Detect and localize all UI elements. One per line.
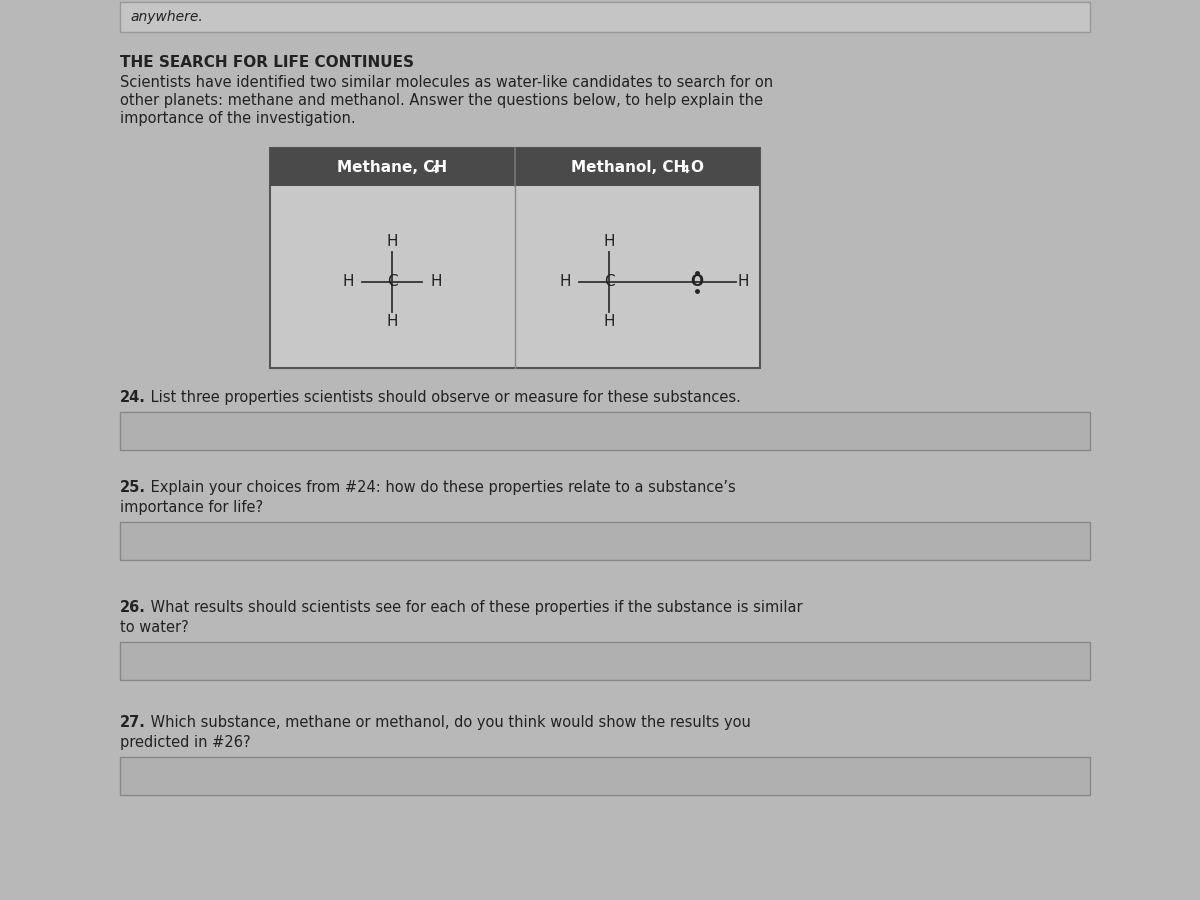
- Text: C: C: [386, 274, 397, 290]
- Text: 26.: 26.: [120, 600, 146, 615]
- Text: importance of the investigation.: importance of the investigation.: [120, 111, 355, 126]
- Text: H: H: [342, 274, 354, 290]
- Text: H: H: [386, 314, 397, 329]
- Text: to water?: to water?: [120, 620, 188, 635]
- Text: H: H: [737, 274, 749, 290]
- Text: H: H: [431, 274, 442, 290]
- FancyBboxPatch shape: [120, 412, 1090, 450]
- FancyBboxPatch shape: [120, 2, 1090, 32]
- FancyBboxPatch shape: [120, 522, 1090, 560]
- FancyBboxPatch shape: [270, 148, 760, 186]
- Text: other planets: methane and methanol. Answer the questions below, to help explain: other planets: methane and methanol. Ans…: [120, 93, 763, 108]
- Text: 4: 4: [430, 165, 438, 175]
- Text: Which substance, methane or methanol, do you think would show the results you: Which substance, methane or methanol, do…: [146, 715, 751, 730]
- Text: O: O: [690, 274, 703, 290]
- Text: 4: 4: [682, 165, 689, 175]
- Text: H: H: [604, 235, 614, 249]
- Text: O: O: [690, 159, 703, 175]
- Text: H: H: [386, 235, 397, 249]
- Text: C: C: [604, 274, 614, 290]
- Text: predicted in #26?: predicted in #26?: [120, 735, 251, 750]
- Text: List three properties scientists should observe or measure for these substances.: List three properties scientists should …: [146, 390, 740, 405]
- FancyBboxPatch shape: [120, 757, 1090, 795]
- FancyBboxPatch shape: [270, 148, 760, 368]
- Text: Scientists have identified two similar molecules as water-like candidates to sea: Scientists have identified two similar m…: [120, 75, 773, 90]
- Text: H: H: [604, 314, 614, 329]
- Text: anywhere.: anywhere.: [130, 10, 203, 24]
- Text: THE SEARCH FOR LIFE CONTINUES: THE SEARCH FOR LIFE CONTINUES: [120, 55, 414, 70]
- Text: 25.: 25.: [120, 480, 146, 495]
- Text: importance for life?: importance for life?: [120, 500, 263, 515]
- Text: Methane, CH: Methane, CH: [337, 159, 448, 175]
- Text: 24.: 24.: [120, 390, 146, 405]
- Text: Methanol, CH: Methanol, CH: [571, 159, 686, 175]
- Text: Explain your choices from #24: how do these properties relate to a substance’s: Explain your choices from #24: how do th…: [146, 480, 736, 495]
- Text: What results should scientists see for each of these properties if the substance: What results should scientists see for e…: [146, 600, 803, 615]
- FancyBboxPatch shape: [120, 642, 1090, 680]
- Text: 27.: 27.: [120, 715, 146, 730]
- Text: H: H: [559, 274, 571, 290]
